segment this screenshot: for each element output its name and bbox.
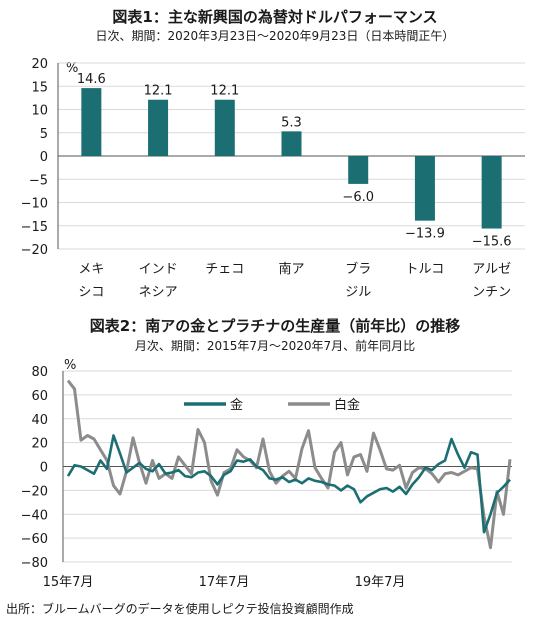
- chart1-y-tick-label: 0: [40, 150, 48, 165]
- chart2-line-chart: 80 60 40 20 0 −20 −40 −60 −80 15年7月 17年7月 19年7月 金 白金: [21, 365, 512, 590]
- chart1-subtitle: 日次、期間：2020年3月23日～2020年9月23日（日本時間正午）: [96, 29, 455, 43]
- chart2-legend-label: 金: [230, 397, 243, 413]
- chart1-y-tick-label: −15: [21, 220, 48, 235]
- chart1-y-tick-label: −5: [29, 173, 48, 188]
- chart1-category-label: ネシア: [139, 285, 178, 300]
- chart2-legend-label: 白金: [334, 397, 360, 413]
- source-note: 出所：ブルームバーグのデータを使用しピクテ投信投資顧問作成: [6, 601, 354, 616]
- chart1-title: 図表1：主な新興国の為替対ドルパフォーマンス: [112, 8, 437, 26]
- chart1-data-label: 14.6: [77, 72, 106, 87]
- chart1-category-label: シコ: [78, 285, 104, 300]
- chart2-y-tick-label: 40: [31, 413, 48, 428]
- chart1-y-tick-label: 15: [31, 80, 48, 95]
- chart1-y-tick-label: 20: [31, 57, 48, 72]
- chart1-bar: [81, 88, 102, 156]
- chart2-subtitle: 月次、期間：2015年7月～2020年7月、前年同月比: [135, 338, 415, 353]
- chart1-data-label: −6.0: [342, 190, 374, 205]
- chart1-bar: [214, 99, 235, 156]
- chart1-category-label: インド: [139, 262, 178, 277]
- chart1-y-tick-label: −20: [21, 243, 48, 258]
- chart1-category-label: トルコ: [406, 262, 445, 277]
- chart1-category-label: チェコ: [205, 262, 244, 277]
- chart1-bar: [148, 99, 169, 156]
- chart1-data-label: −15.6: [472, 235, 512, 250]
- chart2-y-tick-label: 0: [40, 461, 48, 476]
- chart1-category-label: メキ: [78, 262, 104, 277]
- chart1-category-label: ブラ: [345, 261, 371, 277]
- chart1-data-label: −13.9: [405, 227, 445, 242]
- chart2-x-tick-label: 19年7月: [355, 575, 406, 590]
- chart2-series-line: [66, 379, 512, 550]
- chart2-y-tick-label: −80: [21, 556, 48, 571]
- chart1-data-label: 12.1: [210, 84, 239, 99]
- chart1-unit: %: [66, 61, 78, 76]
- chart2-series-line: [66, 434, 511, 534]
- chart1-category-label: 南ア: [278, 261, 304, 277]
- chart1-y-tick-label: −10: [21, 197, 48, 212]
- chart2-unit: %: [64, 358, 76, 373]
- chart2-y-tick-label: 80: [31, 365, 48, 380]
- chart1-bar: [281, 131, 302, 156]
- chart1-category-label: ジル: [345, 285, 371, 300]
- chart2-x-tick-label: 15年7月: [43, 575, 94, 590]
- chart2-x-tick-label: 17年7月: [199, 575, 250, 590]
- chart1-data-label: 5.3: [281, 115, 302, 130]
- chart1-category-label: ンチン: [472, 285, 511, 300]
- chart1-bar: [481, 156, 502, 229]
- chart1-bar: [348, 156, 369, 184]
- chart1-y-tick-label: 5: [40, 127, 48, 142]
- chart1-category-label: アルゼ: [472, 262, 511, 277]
- chart2-title: 図表2：南アの金とプラチナの生産量（前年比）の推移: [90, 317, 460, 335]
- chart2-y-tick-label: 60: [31, 389, 48, 404]
- chart2-y-tick-label: −20: [21, 484, 48, 499]
- chart2-y-tick-label: 20: [31, 437, 48, 452]
- chart2-y-tick-label: −60: [21, 532, 48, 547]
- chart1-bar: [414, 156, 435, 221]
- chart1-data-label: 12.1: [144, 84, 173, 99]
- chart1-y-tick-label: 10: [31, 104, 48, 119]
- chart2-y-tick-label: −40: [21, 508, 48, 523]
